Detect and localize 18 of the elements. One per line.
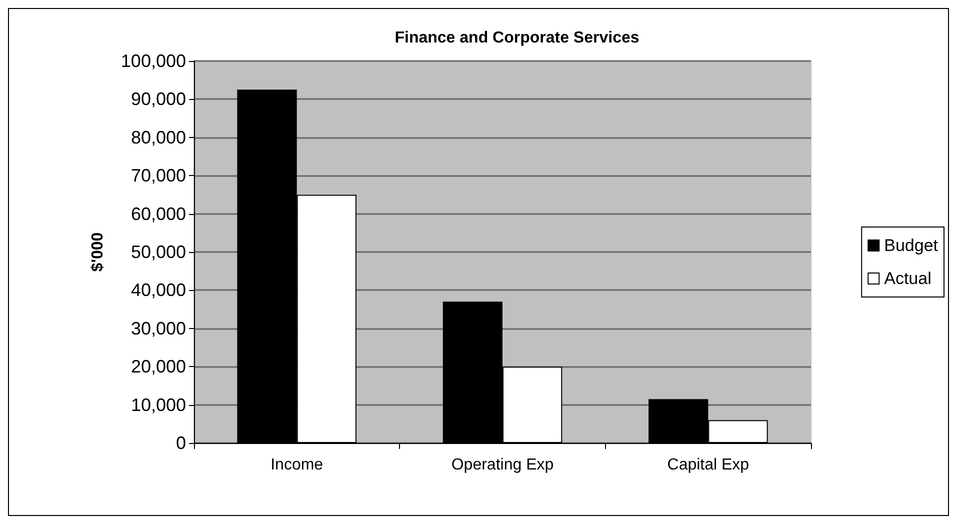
x-tick-label: Income xyxy=(270,456,324,474)
y-tick-label: 80,000 xyxy=(130,127,186,148)
x-tick-label: Operating Exp xyxy=(451,456,554,474)
y-tick-label: 0 xyxy=(176,433,186,453)
y-tick-label: 30,000 xyxy=(130,318,186,338)
y-tick-label: 40,000 xyxy=(130,280,186,300)
y-tick-label: 60,000 xyxy=(130,204,186,224)
legend-label: Budget xyxy=(884,236,938,255)
y-tick-label: 90,000 xyxy=(130,89,186,110)
y-axis-title: $'000 xyxy=(90,232,106,272)
y-tick-label: 10,000 xyxy=(130,394,186,415)
y-tick-label: 20,000 xyxy=(130,356,186,377)
y-tick-label: 100,000 xyxy=(120,51,186,71)
chart-title: Finance and Corporate Services xyxy=(394,30,640,46)
y-tick-label: 50,000 xyxy=(130,242,186,262)
x-tick-label: Capital Exp xyxy=(667,456,750,474)
legend-label: Actual xyxy=(884,269,932,288)
y-tick-label: 70,000 xyxy=(130,166,186,186)
